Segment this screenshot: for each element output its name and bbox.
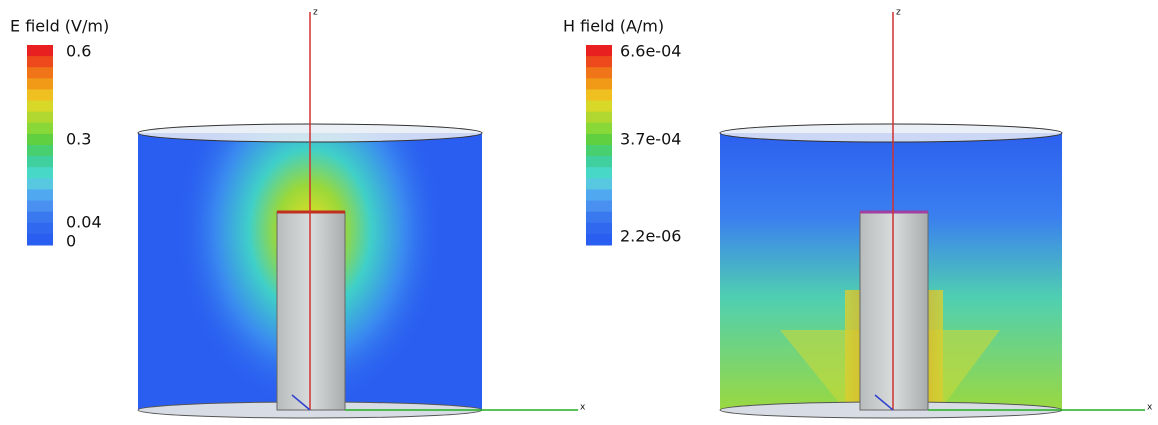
scale-band — [586, 145, 612, 157]
scale-band — [586, 101, 612, 113]
legend-title: E field (V/m) — [10, 17, 109, 36]
h-rod — [860, 212, 928, 410]
scale-band — [27, 67, 53, 79]
scale-band — [586, 201, 612, 213]
scale-band — [586, 78, 612, 90]
scale-band — [27, 56, 53, 68]
scale-label: 0 — [66, 232, 76, 251]
scale-label: 2.2e-06 — [620, 227, 681, 246]
scale-band — [27, 112, 53, 124]
scale-band — [27, 234, 53, 246]
color-scale — [586, 45, 612, 246]
scale-band — [27, 134, 53, 146]
scale-band — [586, 134, 612, 146]
color-scale — [27, 45, 53, 246]
h-panel: z x H field (A/m) 6.6e-04 3.7e-04 2.2e-0… — [563, 8, 1153, 419]
axis-label: z — [313, 8, 318, 18]
scale-band — [27, 167, 53, 179]
scale-band — [27, 189, 53, 201]
scale-band — [586, 123, 612, 135]
legend-title: H field (A/m) — [563, 17, 664, 36]
scale-band — [27, 89, 53, 101]
scale-band — [586, 112, 612, 124]
scale-band — [27, 78, 53, 90]
scale-label: 0.6 — [66, 42, 91, 61]
axis-label: z — [896, 8, 901, 18]
axis-label: x — [580, 403, 586, 413]
scale-band — [27, 156, 53, 168]
scale-band — [586, 89, 612, 101]
e-rod — [277, 212, 345, 410]
scale-band — [586, 45, 612, 57]
scale-label: 0.3 — [66, 130, 91, 149]
scale-band — [27, 178, 53, 190]
scale-label: 6.6e-04 — [620, 42, 681, 61]
scale-band — [586, 189, 612, 201]
h-top-cap — [720, 124, 1062, 142]
scale-label: 3.7e-04 — [620, 130, 681, 149]
scale-band — [586, 167, 612, 179]
scale-band — [586, 156, 612, 168]
scale-band — [27, 145, 53, 157]
e-panel: z x E field (V/m) 0.6 0.3 0.04 0 — [10, 8, 586, 419]
scale-band — [586, 234, 612, 246]
scale-band — [27, 212, 53, 224]
scale-band — [27, 201, 53, 213]
scale-band — [27, 45, 53, 57]
scale-band — [27, 101, 53, 113]
scale-band — [586, 178, 612, 190]
scale-band — [586, 56, 612, 68]
scale-band — [27, 123, 53, 135]
scale-band — [586, 212, 612, 224]
scale-label: 0.04 — [66, 213, 102, 232]
axis-label: x — [1147, 403, 1153, 413]
scale-band — [586, 67, 612, 79]
field-view: z x E field (V/m) 0.6 0.3 0.04 0 z x H f… — [0, 0, 1158, 425]
scale-band — [27, 223, 53, 235]
scale-band — [586, 223, 612, 235]
